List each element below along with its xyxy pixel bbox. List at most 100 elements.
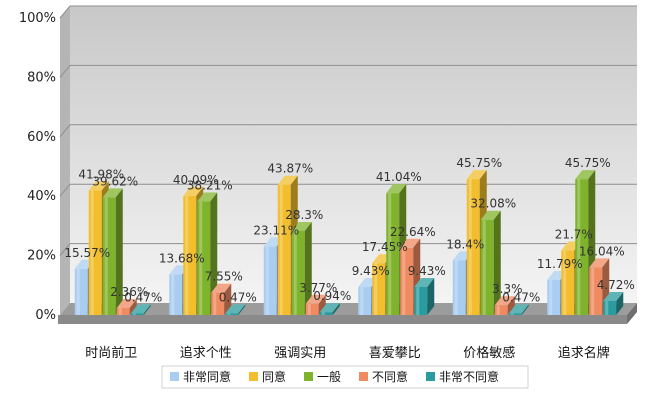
bar-side [332, 303, 340, 315]
floor-side [627, 303, 637, 324]
bar-highlight [307, 303, 311, 315]
data-label: 3.77% [299, 281, 337, 295]
bar-highlight [227, 313, 231, 315]
bar-top [291, 221, 312, 231]
data-label: 17.45% [362, 240, 408, 254]
data-label: 13.68% [159, 251, 205, 265]
bar-highlight [374, 263, 378, 315]
bar-top [414, 277, 435, 287]
bar-highlight [482, 219, 486, 315]
data-label: 4.72% [597, 278, 635, 292]
bar-side [507, 296, 515, 315]
bar-highlight [199, 201, 203, 315]
bar-top [508, 304, 529, 314]
data-label: 22.64% [390, 225, 436, 239]
bar-front [400, 247, 414, 315]
bar-front [277, 184, 291, 315]
bar [225, 304, 246, 315]
bar [197, 192, 218, 315]
legend-swatch [426, 372, 435, 381]
bar-highlight [118, 307, 122, 315]
bar [494, 296, 515, 315]
data-label: 9.43% [352, 264, 390, 278]
bar-top [494, 296, 515, 306]
legend-item: 不同意 [359, 369, 408, 384]
bar-highlight [293, 230, 297, 315]
bar-highlight [213, 292, 217, 315]
gridline-side [59, 65, 71, 78]
data-label: 21.7% [555, 228, 593, 242]
bar-front [291, 230, 305, 315]
bar [102, 188, 123, 315]
bar-highlight [549, 279, 553, 315]
data-label: 3.3% [492, 282, 523, 296]
data-label: 0.47% [219, 291, 257, 305]
bar-top [466, 170, 487, 180]
data-label: 23.11% [253, 223, 299, 237]
bar-top [400, 238, 421, 248]
data-label: 0.47% [502, 291, 540, 305]
legend-label: 一般 [317, 369, 341, 384]
y-axis: 0% 20% 40% 60% 80% 100% [19, 11, 56, 323]
bar-top [116, 298, 137, 308]
bar-front [386, 193, 400, 315]
bar-front [88, 190, 102, 315]
bar-side [143, 304, 151, 315]
legend-box [161, 365, 529, 389]
data-label: 28.3% [285, 208, 323, 222]
bar-side [224, 283, 232, 315]
x-tick-label: 时尚前卫 [85, 345, 137, 361]
legend-swatch [304, 372, 313, 381]
bars [74, 170, 624, 315]
legend-swatch [249, 372, 258, 381]
legend-label: 不同意 [372, 369, 408, 384]
x-tick-label: 强调实用 [274, 346, 326, 361]
bar-highlight [388, 193, 392, 315]
legend-item: 非常同意 [170, 369, 231, 384]
bar-top [575, 170, 596, 180]
bar [130, 304, 151, 315]
data-label: 9.43% [408, 264, 446, 278]
bar-side [616, 291, 624, 315]
bar-side [129, 298, 137, 315]
x-tick-label: 追求名牌 [558, 345, 610, 361]
bar-highlight [360, 286, 364, 315]
bar-front [263, 246, 277, 315]
data-label: 0.94% [313, 289, 351, 303]
data-label: 7.55% [205, 270, 243, 284]
bar-top [183, 186, 204, 196]
bar-top [225, 304, 246, 314]
bar [319, 303, 340, 315]
data-label: 11.79% [537, 257, 583, 271]
bar-highlight [265, 246, 269, 315]
legend-item: 同意 [249, 369, 286, 384]
bar-highlight [496, 305, 500, 315]
x-axis: 时尚前卫 追求个性 强调实用 喜爱攀比 价格敏感 追求名牌 [85, 345, 610, 361]
legend-swatch [170, 372, 179, 381]
legend: 非常同意 同意 一般 不同意 非常不同意 [161, 365, 529, 389]
bar-front [197, 201, 211, 315]
bar-highlight [321, 312, 325, 315]
y-tick-label: 0% [35, 308, 56, 323]
bar-side [493, 210, 501, 315]
data-label: 18.4% [446, 237, 484, 251]
data-label: 45.75% [565, 156, 611, 170]
bar-side [115, 188, 123, 315]
bar-highlight [510, 313, 514, 315]
bar [603, 291, 624, 315]
gridline-side [59, 243, 71, 256]
bar-front [414, 286, 428, 315]
bar-front [169, 274, 183, 315]
bar-side [318, 294, 326, 315]
bar [305, 294, 326, 315]
y-tick-label: 100% [19, 11, 56, 26]
side-wall [60, 6, 70, 315]
bar-side [304, 221, 312, 315]
data-label: 41.04% [376, 170, 422, 184]
bar-top [386, 184, 407, 194]
y-tick-label: 60% [27, 130, 56, 145]
floor-front [58, 315, 627, 324]
bar-highlight [104, 197, 108, 315]
bar-highlight [90, 190, 94, 315]
